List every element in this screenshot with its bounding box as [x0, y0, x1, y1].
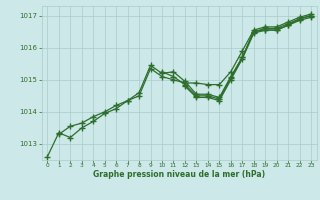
X-axis label: Graphe pression niveau de la mer (hPa): Graphe pression niveau de la mer (hPa) — [93, 170, 265, 179]
